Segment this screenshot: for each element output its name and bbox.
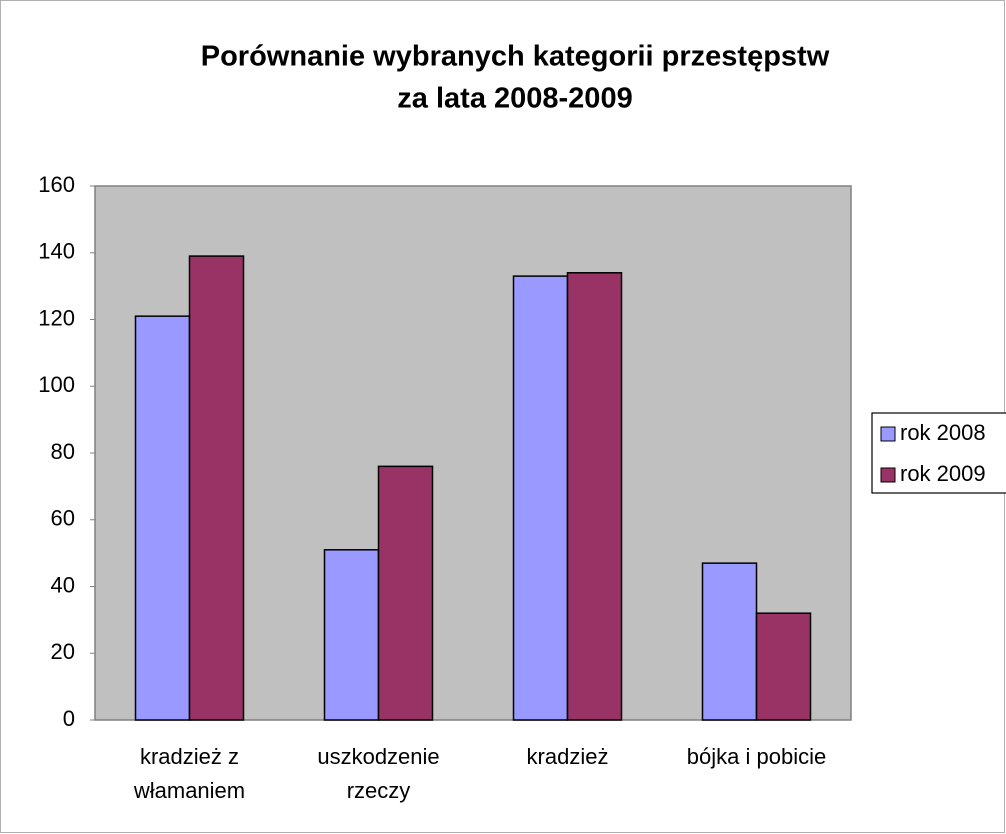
chart-title: za lata 2008-2009 — [397, 83, 632, 115]
bar — [701, 562, 758, 721]
y-tick-label: 140 — [38, 239, 75, 264]
x-tick-label: bójka i pobicie — [686, 744, 827, 769]
chart-title: Porównanie wybranych kategorii przestęps… — [201, 41, 830, 73]
y-tick-label: 20 — [51, 639, 75, 664]
legend-marker — [880, 426, 896, 442]
y-tick-label: 40 — [51, 572, 75, 597]
bar — [755, 612, 812, 721]
y-tick-label: 80 — [51, 439, 75, 464]
bar — [512, 275, 569, 721]
legend-box — [871, 412, 1006, 494]
legend-marker — [880, 467, 896, 483]
y-tick-label: 0 — [63, 706, 75, 731]
x-tick-label: uszkodzenie rzeczy — [317, 744, 440, 803]
x-tick-label: kradzież — [526, 744, 609, 769]
y-tick-label: 160 — [38, 172, 75, 197]
bar — [134, 315, 191, 721]
x-tick-label: kradzież z włamaniem — [133, 744, 246, 803]
bar — [377, 465, 434, 721]
y-tick-label: 120 — [38, 305, 75, 330]
bar — [188, 255, 245, 721]
bar — [323, 549, 380, 721]
bar — [566, 272, 623, 721]
y-tick-label: 60 — [51, 506, 75, 531]
y-tick-label: 100 — [38, 372, 75, 397]
legend-label: rok 2009 — [900, 461, 986, 486]
legend-label: rok 2008 — [900, 420, 986, 445]
